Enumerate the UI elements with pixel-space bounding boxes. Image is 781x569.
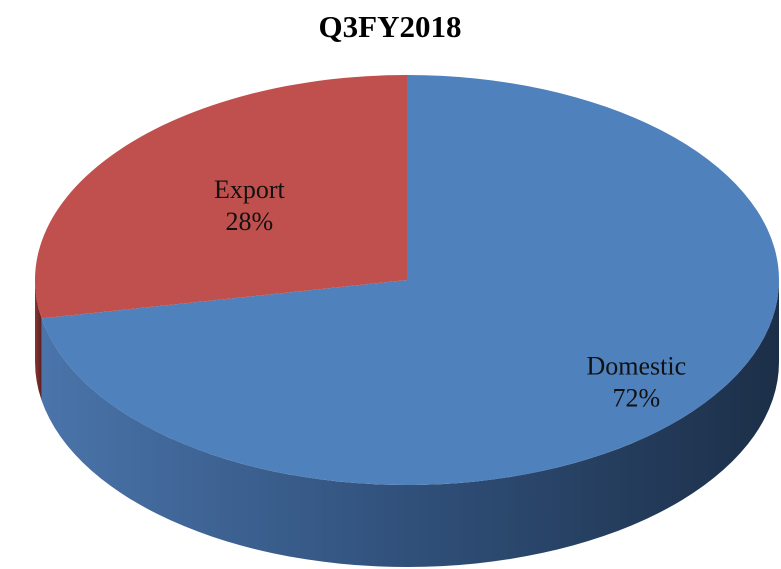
chart-title: Q3FY2018 <box>319 9 462 44</box>
pie-slice <box>41 75 780 485</box>
slice-label: Export <box>214 175 286 204</box>
slice-value-label: 72% <box>612 384 660 413</box>
pie-slice <box>34 75 408 319</box>
slice-label: Domestic <box>586 352 686 381</box>
pie-side <box>41 280 780 567</box>
slice-value-label: 28% <box>226 207 274 236</box>
pie-side <box>35 280 42 401</box>
